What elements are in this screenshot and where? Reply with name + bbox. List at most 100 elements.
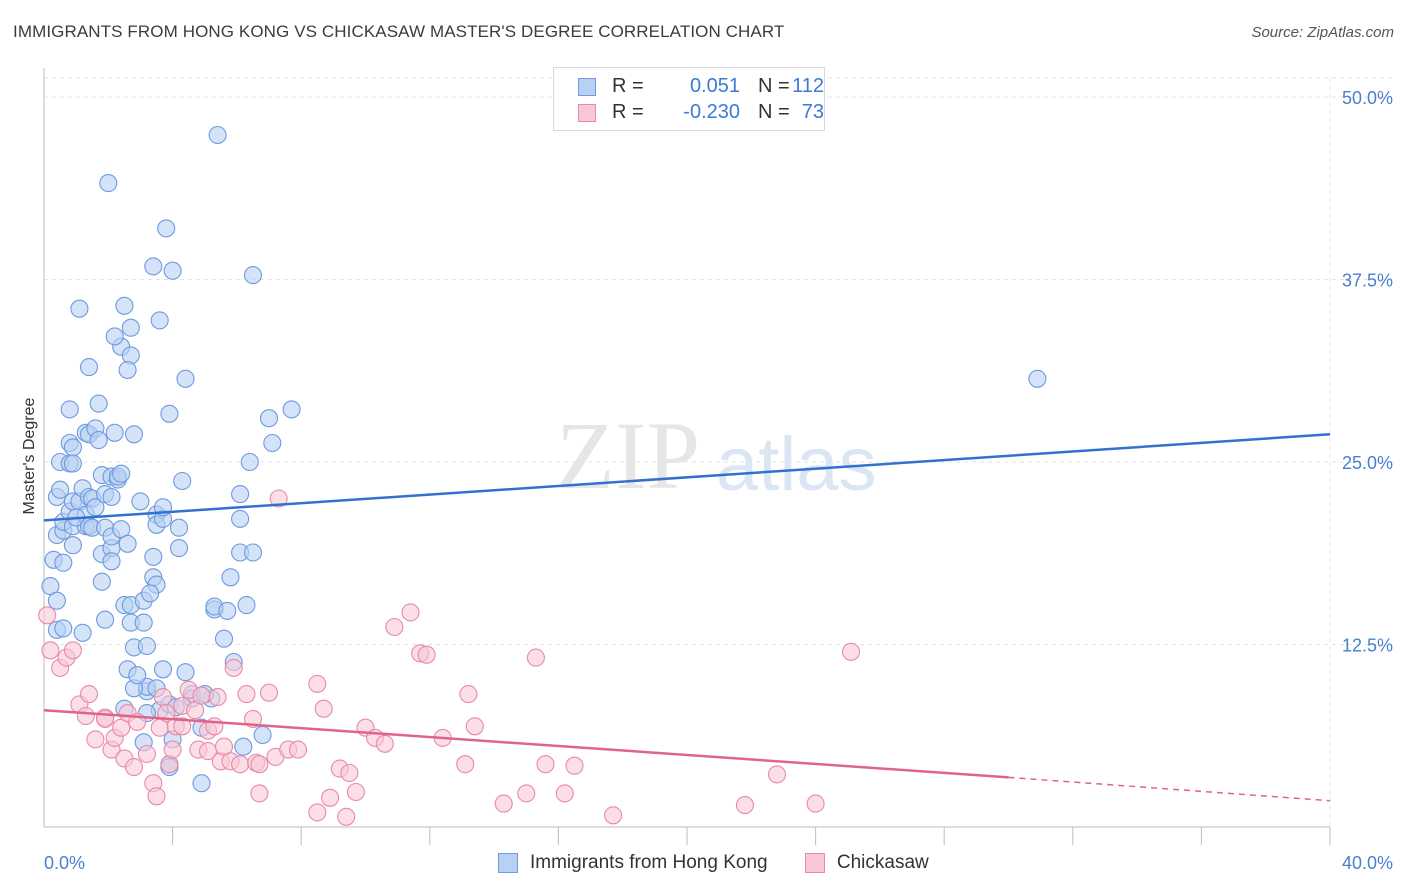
data-point bbox=[282, 400, 301, 419]
data-point bbox=[176, 369, 195, 388]
data-point bbox=[54, 619, 73, 638]
axes bbox=[43, 68, 1331, 845]
data-point bbox=[240, 452, 259, 472]
data-point bbox=[131, 492, 150, 511]
data-point bbox=[102, 552, 121, 571]
data-point bbox=[340, 763, 359, 783]
data-point bbox=[121, 346, 140, 365]
legend-item-hong-kong[interactable]: Immigrants from Hong Kong bbox=[498, 852, 768, 874]
data-point bbox=[259, 409, 279, 428]
y-tick-label: 50.0% bbox=[1342, 88, 1393, 108]
data-point bbox=[41, 641, 60, 660]
data-point bbox=[76, 706, 95, 726]
legend-swatch-hong-kong bbox=[578, 78, 596, 96]
data-point bbox=[205, 717, 224, 736]
legend-n-label: N = bbox=[758, 101, 790, 123]
y-tick-label: 12.5% bbox=[1342, 636, 1393, 656]
data-point bbox=[144, 257, 163, 276]
data-point bbox=[105, 423, 124, 442]
data-point bbox=[89, 431, 108, 450]
data-point bbox=[141, 584, 160, 603]
data-point bbox=[51, 480, 70, 499]
data-point bbox=[102, 487, 121, 507]
legend-n-value: 112 bbox=[792, 75, 824, 97]
data-point bbox=[47, 591, 66, 610]
data-point bbox=[337, 807, 356, 826]
data-point bbox=[115, 296, 134, 315]
data-point bbox=[63, 641, 82, 660]
data-point bbox=[231, 509, 250, 528]
x-tick-label: 40.0% bbox=[1342, 853, 1393, 873]
data-point bbox=[38, 606, 57, 625]
data-point bbox=[157, 219, 176, 238]
data-point bbox=[263, 433, 282, 453]
data-point bbox=[160, 755, 179, 774]
tick-labels: 12.5% 25.0% 37.5% 50.0% 0.0% 40.0% bbox=[44, 88, 1393, 873]
data-point bbox=[221, 568, 240, 587]
data-point bbox=[218, 601, 237, 620]
data-point bbox=[417, 645, 436, 664]
data-point bbox=[526, 648, 545, 667]
data-point bbox=[79, 358, 99, 377]
data-point bbox=[243, 543, 263, 562]
legend-swatch-hong-kong bbox=[498, 853, 518, 873]
series-legend: Immigrants from Hong Kong Chickasaw bbox=[498, 852, 961, 874]
data-point bbox=[89, 394, 108, 413]
data-point bbox=[121, 318, 140, 337]
data-point bbox=[308, 674, 327, 693]
data-point bbox=[63, 536, 82, 555]
data-point bbox=[150, 311, 169, 330]
data-point bbox=[735, 796, 754, 815]
data-point bbox=[604, 806, 623, 825]
data-point bbox=[134, 613, 153, 632]
data-point bbox=[153, 660, 173, 679]
series-chickasaw-points bbox=[38, 489, 861, 826]
data-point bbox=[192, 774, 211, 793]
data-point bbox=[79, 685, 99, 704]
data-point bbox=[465, 717, 484, 736]
data-point bbox=[237, 596, 256, 615]
data-point bbox=[208, 125, 227, 145]
trend-lines bbox=[43, 433, 1331, 802]
legend-label-hong-kong: Immigrants from Hong Kong bbox=[530, 852, 768, 873]
legend-label-chickasaw: Chickasaw bbox=[836, 852, 929, 873]
legend-n-value: 73 bbox=[801, 101, 824, 123]
data-point bbox=[54, 553, 73, 572]
data-point bbox=[517, 784, 536, 803]
data-point bbox=[314, 699, 333, 718]
data-point bbox=[60, 400, 79, 419]
trend-line-chickasaw bbox=[43, 708, 1009, 779]
data-point bbox=[456, 755, 475, 774]
watermark: ZIP atlas bbox=[556, 402, 877, 509]
trend-line-hong-kong bbox=[43, 433, 1331, 522]
data-point bbox=[153, 688, 173, 707]
data-point bbox=[124, 425, 144, 444]
data-point bbox=[565, 756, 584, 775]
legend-r-value: 0.051 bbox=[689, 75, 740, 97]
trend-line-chickasaw-extension bbox=[1008, 776, 1331, 802]
data-point bbox=[321, 788, 340, 807]
data-point bbox=[192, 686, 211, 705]
data-point bbox=[237, 685, 256, 704]
data-point bbox=[208, 688, 227, 707]
data-point bbox=[288, 740, 308, 759]
data-point bbox=[173, 471, 192, 491]
legend-r-value: -0.230 bbox=[683, 101, 740, 123]
legend-item-chickasaw[interactable]: Chickasaw bbox=[804, 852, 929, 874]
data-point bbox=[1028, 369, 1047, 388]
source-label: Source: ZipAtlas.com bbox=[1251, 24, 1394, 41]
data-point bbox=[259, 683, 279, 702]
data-point bbox=[63, 438, 82, 457]
data-point bbox=[224, 658, 243, 677]
data-point bbox=[401, 603, 420, 622]
data-point bbox=[150, 718, 169, 737]
data-point bbox=[137, 744, 156, 764]
data-point bbox=[231, 755, 250, 774]
data-point bbox=[112, 464, 131, 483]
y-tick-label: 37.5% bbox=[1342, 271, 1393, 291]
data-point bbox=[308, 803, 327, 822]
data-point bbox=[96, 610, 115, 629]
data-point bbox=[169, 539, 189, 558]
data-point bbox=[234, 737, 253, 756]
